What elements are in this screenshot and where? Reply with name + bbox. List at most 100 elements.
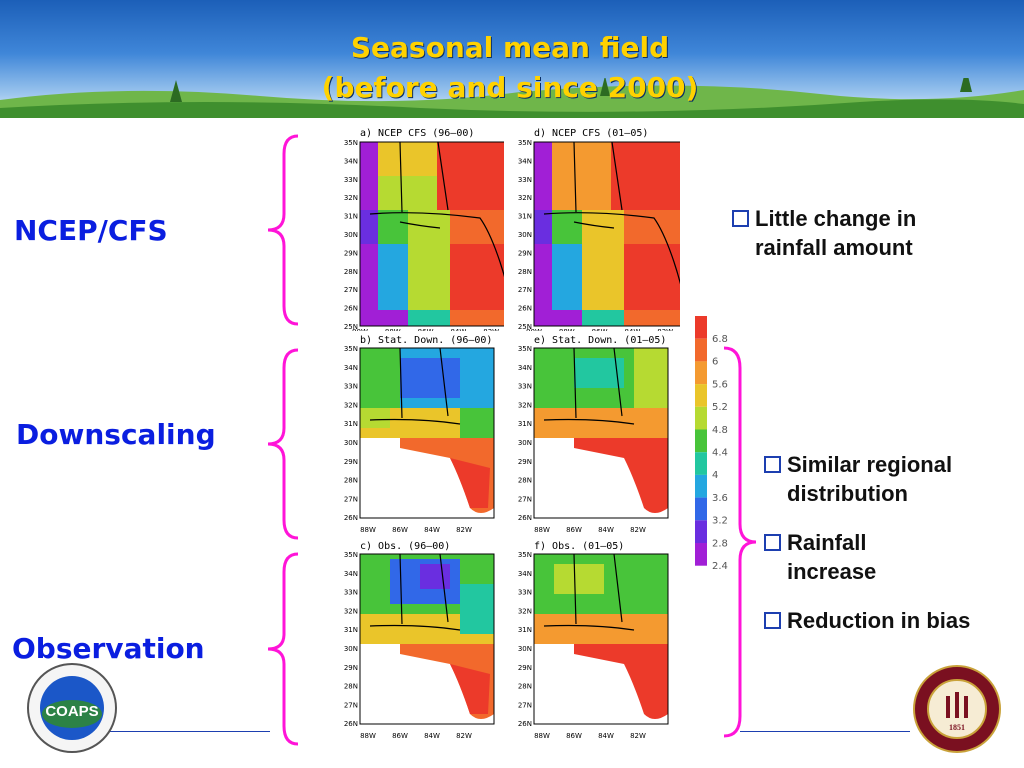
lat-tick-label: 35N <box>518 139 532 147</box>
row-label-downscaling: Downscaling <box>16 418 216 451</box>
panel-c-label: c) Obs. (96–00) <box>360 541 450 552</box>
panel-f-label: f) Obs. (01–05) <box>534 541 624 552</box>
lat-tick-label: 34N <box>344 364 358 372</box>
lon-tick-label: 86W <box>566 526 582 534</box>
lon-tick-label: 82W <box>483 328 499 331</box>
lon-tick-label: 86W <box>392 732 408 740</box>
lat-tick-label: 28N <box>518 477 532 485</box>
lat-tick-label: 28N <box>344 268 358 276</box>
lat-tick-label: 32N <box>344 607 358 615</box>
panel-b-label: b) Stat. Down. (96–00) <box>360 335 492 346</box>
brace-downscaling <box>267 348 299 540</box>
lon-tick-label: 88W <box>385 328 401 331</box>
lat-tick-label: 27N <box>518 286 532 294</box>
lat-tick-label: 32N <box>344 401 358 409</box>
panel-c: c) Obs. (96–00) 35N 34N 33N 32N 31N 30N 29N 28N… <box>330 538 506 744</box>
bullet-rainfall-increase: Rainfall increase <box>764 528 1020 586</box>
bullet-text: Reduction in bias <box>787 608 971 633</box>
row-label-observation: Observation <box>12 632 205 665</box>
lon-tick-label: 90W <box>352 328 368 331</box>
lat-tick-label: 27N <box>518 495 532 503</box>
lat-tick-label: 32N <box>518 401 532 409</box>
lat-tick-label: 33N <box>518 383 532 391</box>
color-scale-label: 4.4 <box>712 448 728 459</box>
lon-tick-label: 84W <box>598 732 614 740</box>
panel-a-map: a) NCEP CFS (96–00) 35N 34N 33N 32N 31N 30N 29… <box>344 128 506 331</box>
lon-tick-label: 86W <box>418 328 434 331</box>
bullet-text: Little change in rainfall amount <box>755 206 917 260</box>
lat-tick-label: 25N <box>344 323 358 331</box>
panel-f: f) Obs. (01–05) 35N 34N 33N 32N 31N 30N 29N 28N… <box>504 538 680 744</box>
bullet-reduction-bias: Reduction in bias <box>764 606 1020 635</box>
lat-tick-label: 32N <box>518 607 532 615</box>
lat-tick-label: 29N <box>518 458 532 466</box>
color-scale-svg: 6.8 6 5.6 5.2 4.8 4.4 4 3.6 3.2 2.8 2.4 <box>695 316 728 572</box>
lat-tick-label: 35N <box>344 345 358 353</box>
color-scale-swatch <box>695 361 707 385</box>
panel-a-label: a) NCEP CFS (96–00) <box>360 128 474 139</box>
lat-tick-label: 35N <box>344 551 358 559</box>
color-scale-label: 6 <box>712 357 718 368</box>
color-scale-swatch <box>695 338 707 362</box>
lat-tick-label: 28N <box>344 477 358 485</box>
lat-tick-label: 26N <box>518 720 532 728</box>
brace-observation <box>267 552 299 746</box>
lon-tick-label: 88W <box>360 526 376 534</box>
color-scale-swatch <box>695 474 707 498</box>
lon-tick-label: 86W <box>392 526 408 534</box>
lon-tick-label: 88W <box>534 732 550 740</box>
footer-line-left <box>100 731 270 732</box>
color-scale-label: 6.8 <box>712 334 728 345</box>
lat-tick-label: 27N <box>344 495 358 503</box>
lat-tick-label: 28N <box>344 683 358 691</box>
bullet-text: Similar regional distribution <box>787 452 953 506</box>
lon-tick-label: 82W <box>657 328 673 331</box>
lat-tick-label: 34N <box>344 157 358 165</box>
color-scale-swatch <box>695 452 707 475</box>
checkbox-bullet-icon <box>764 534 781 551</box>
color-scale-swatch <box>695 429 707 453</box>
color-scale-swatch <box>695 406 707 430</box>
banner-landscape <box>0 78 1024 118</box>
lat-tick-label: 34N <box>518 570 532 578</box>
fsu-seal: 1851 <box>912 664 1002 754</box>
brace-ncep <box>267 134 299 326</box>
panel-e-label: e) Stat. Down. (01–05) <box>534 335 666 346</box>
color-scale-swatch <box>695 497 707 521</box>
lat-tick-label: 30N <box>518 645 532 653</box>
lon-tick-label: 84W <box>450 328 466 331</box>
title-line-2: (before and since 2000) <box>321 71 699 104</box>
color-scale-label: 2.4 <box>712 561 728 572</box>
lat-tick-label: 28N <box>518 683 532 691</box>
lat-tick-label: 31N <box>518 213 532 221</box>
lat-tick-label: 31N <box>518 420 532 428</box>
lat-tick-label: 34N <box>518 157 532 165</box>
lon-tick-label: 82W <box>630 526 646 534</box>
lat-tick-label: 27N <box>518 701 532 709</box>
lat-tick-label: 29N <box>344 664 358 672</box>
footer-line-right <box>740 731 910 732</box>
color-scale-label: 4.8 <box>712 425 728 436</box>
lon-tick-label: 82W <box>456 526 472 534</box>
lat-tick-label: 31N <box>518 626 532 634</box>
lon-tick-label: 86W <box>566 732 582 740</box>
bullet-little-change: Little change in rainfall amount <box>732 204 992 262</box>
lon-tick-label: 82W <box>456 732 472 740</box>
lat-tick-label: 35N <box>344 139 358 147</box>
bullet-text: Rainfall increase <box>787 530 877 584</box>
panel-d: d) NCEP CFS (01–05) 35N 34N 33N 32N 31N 30N 29… <box>504 126 680 331</box>
color-scale-swatch <box>695 384 707 407</box>
lat-tick-label: 26N <box>518 305 532 313</box>
lat-tick-label: 28N <box>518 268 532 276</box>
color-scale-swatch <box>695 543 707 566</box>
lat-tick-label: 26N <box>344 514 358 522</box>
lat-tick-label: 34N <box>344 570 358 578</box>
color-scale-label: 4 <box>712 470 718 481</box>
color-scale-label: 3.6 <box>712 493 728 504</box>
lat-tick-label: 26N <box>344 305 358 313</box>
title-line-1: Seasonal mean field <box>350 31 670 64</box>
fsu-seal-year: 1851 <box>949 723 965 732</box>
panel-b-map: b) Stat. Down. (96–00) 35N 34N 33N 32N 31N 30… <box>344 335 495 534</box>
lat-tick-label: 30N <box>518 439 532 447</box>
lon-tick-label: 84W <box>598 526 614 534</box>
